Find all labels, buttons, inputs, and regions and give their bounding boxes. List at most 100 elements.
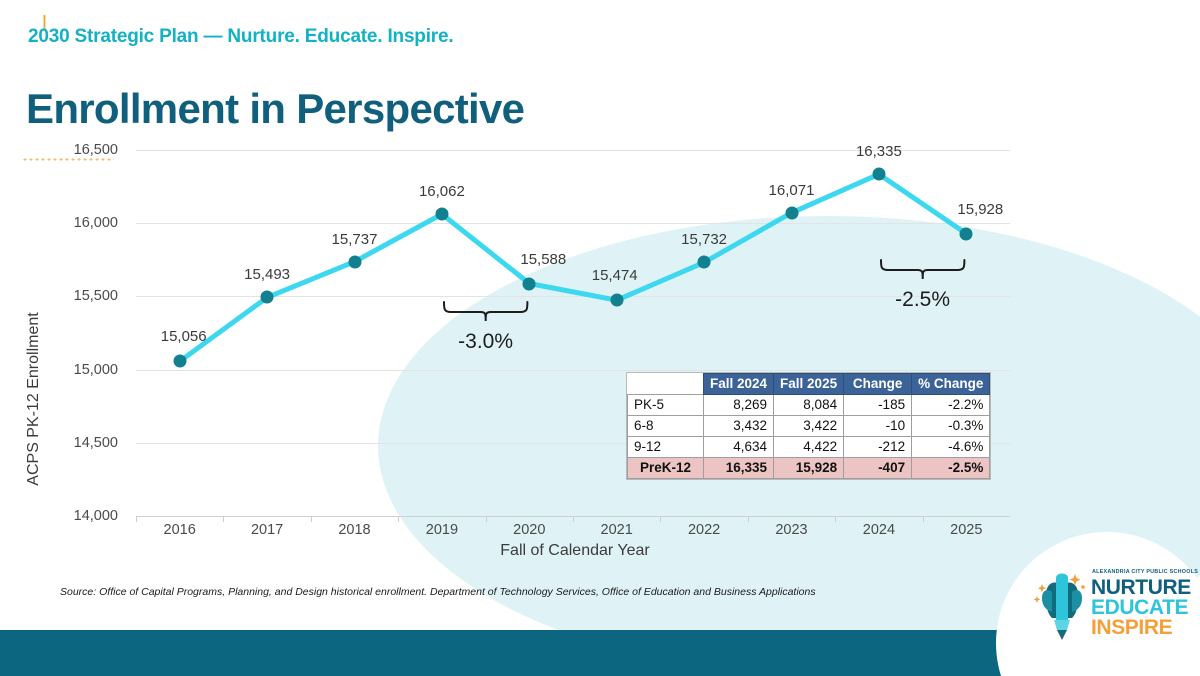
- x-axis-tick-label: 2022: [687, 522, 721, 538]
- table-cell-fall-2024: 4,634: [702, 436, 775, 458]
- x-axis-tickmark: [223, 516, 225, 522]
- gridline: [136, 296, 1010, 298]
- table-row: PK-5 8,269 8,084 -185 -2.2%: [627, 394, 991, 416]
- table-cell-label: 6-8: [627, 415, 704, 437]
- x-axis-tick-label: 2020: [513, 522, 546, 538]
- table-cell-fall-2024: 3,432: [702, 415, 775, 437]
- x-axis-tick-label: 2016: [163, 522, 196, 538]
- data-point-marker: [872, 167, 886, 181]
- footer-organization: Alexandria City Public Schools: [54, 13, 258, 30]
- gridline: [136, 150, 1010, 151]
- x-axis-tickmark: [573, 516, 574, 522]
- data-point-label: 15,493: [244, 266, 291, 284]
- x-axis-tick-label: 2018: [338, 522, 371, 538]
- y-axis-tick-label: 16,500: [73, 142, 118, 158]
- x-axis-tickmark: [310, 516, 312, 522]
- logo-word-educate: EDUCATE: [1091, 596, 1189, 619]
- x-axis-tickmark: [660, 516, 662, 522]
- table-cell-pct-change: -0.3%: [911, 415, 991, 437]
- y-axis-tick-label: 15,500: [73, 288, 118, 305]
- table-cell-fall-2025: 3,422: [773, 415, 845, 437]
- x-axis-tickmark: [398, 516, 400, 522]
- table-header-corner: [627, 373, 704, 395]
- table-cell-fall-2025: 8,084: [773, 394, 845, 416]
- logo-word-inspire: INSPIRE: [1091, 616, 1173, 639]
- source-note: Source: Office of Capital Programs, Plan…: [60, 586, 816, 598]
- data-point-label: 16,335: [855, 143, 902, 161]
- footer-text: 7 | Alexandria City Public Schools: [26, 13, 258, 30]
- table-body: PK-5 8,269 8,084 -185 -2.2% 6-8 3,432 3,422 -10-…: [627, 394, 991, 479]
- table-total-row: PreK-12 16,335 15,928 -407 -2.5%: [627, 457, 991, 479]
- data-point-label: 15,588: [520, 250, 567, 268]
- change-bracket: [442, 301, 529, 330]
- table-cell-pct-change: -4.6%: [911, 436, 991, 458]
- x-axis-tickmark: [922, 516, 924, 522]
- data-point-marker: [435, 207, 449, 221]
- logo-word-nurture: NURTURE: [1091, 576, 1191, 599]
- x-axis-tickmark: [136, 516, 137, 522]
- logo-kicker-text: ALEXANDRIA CITY PUBLIC SCHOOLS: [1092, 569, 1199, 575]
- data-point-marker: [173, 354, 187, 368]
- data-point-marker: [348, 255, 361, 269]
- table-row: 6-8 3,432 3,422 -10 -0.3%: [627, 415, 991, 437]
- data-point-label: 16,071: [768, 181, 815, 199]
- table-cell-change: -407: [843, 457, 913, 479]
- slide-eyebrow: 2030 Strategic Plan — Nurture. Educate. …: [28, 26, 454, 47]
- table-header-row: Fall 2024 Fall 2025 Change % Change: [627, 373, 991, 395]
- x-axis-tick-label: 2024: [862, 522, 896, 538]
- table-cell-change: -212: [843, 436, 913, 458]
- table-cell-change: -10: [843, 415, 913, 437]
- change-bracket: [879, 259, 966, 288]
- footer-separator: |: [42, 13, 47, 30]
- data-point-marker: [697, 255, 711, 269]
- table-cell-fall-2024: 8,269: [702, 394, 775, 416]
- enrollment-line-chart: ACPS PK-12 Enrollment Fall of Calendar Y…: [0, 142, 1030, 570]
- x-axis-tick-label: 2023: [775, 522, 808, 538]
- x-axis-tickmark: [485, 516, 487, 522]
- table-cell-fall-2024: 16,335: [702, 457, 775, 479]
- table-row: 9-12 4,634 4,422 -212 -4.6%: [627, 436, 991, 458]
- pencil-leaves-logo-icon: [1034, 573, 1085, 640]
- y-axis-tick-label: 16,000: [73, 215, 118, 232]
- table-cell-label: 9-12: [627, 436, 704, 458]
- table-cell-change: -185: [843, 394, 913, 416]
- chart-plot-area: 15,056 15,493 15,737 16,062 15,588 15,474 15,7…: [136, 143, 1010, 516]
- table-header-fall-2025: Fall 2025: [773, 373, 845, 395]
- enrollment-series-line: [177, 171, 969, 364]
- data-point-marker: [785, 206, 798, 220]
- table-cell-label: PreK-12: [627, 457, 704, 479]
- gridline: [136, 369, 1010, 371]
- y-axis-tick-label: 14,500: [73, 434, 118, 451]
- data-point-marker: [959, 227, 973, 241]
- x-axis-tickmark: [835, 516, 837, 522]
- table-cell-fall-2025: 4,422: [773, 436, 845, 458]
- x-axis-tickmark: [747, 516, 749, 522]
- data-point-label: 16,062: [418, 183, 465, 201]
- x-axis-tick-label: 2019: [425, 522, 459, 538]
- table-header-fall-2024: Fall 2024: [702, 373, 775, 395]
- y-axis-tick-label: 15,000: [73, 361, 118, 378]
- y-axis-ticks: 14,000 14,500 15,000 15,500 16,000 16,500: [0, 142, 118, 570]
- page-title: Enrollment in Perspective: [26, 85, 525, 132]
- table-cell-label: PK-5: [627, 394, 704, 416]
- data-point-label: 15,737: [331, 230, 378, 248]
- table-cell-pct-change: -2.2%: [911, 394, 991, 416]
- x-axis-tick-label: 2021: [600, 522, 633, 538]
- gridline: [136, 442, 1010, 444]
- dotted-line-decoration: [22, 158, 114, 161]
- acps-nurture-educate-inspire-logo: ALEXANDRIA CITY PUBLIC SCHOOLS NURTURE E…: [1034, 566, 1198, 654]
- x-axis-title: Fall of Calendar Year: [500, 542, 650, 559]
- x-axis-tick-label: 2025: [950, 522, 983, 538]
- gridline: [136, 223, 1010, 225]
- change-bracket-label: -2.5%: [895, 288, 951, 311]
- data-point-marker: [260, 290, 274, 304]
- change-bracket-label: -3.0%: [458, 330, 514, 353]
- table-cell-fall-2025: 15,928: [773, 457, 845, 479]
- data-point-label: 15,732: [681, 231, 728, 249]
- data-point-label: 15,474: [591, 267, 638, 285]
- data-point-marker: [522, 277, 536, 291]
- data-point-label: 15,056: [160, 328, 207, 346]
- footer-page-number: 7: [26, 13, 35, 30]
- table-header-change: Change: [843, 373, 913, 395]
